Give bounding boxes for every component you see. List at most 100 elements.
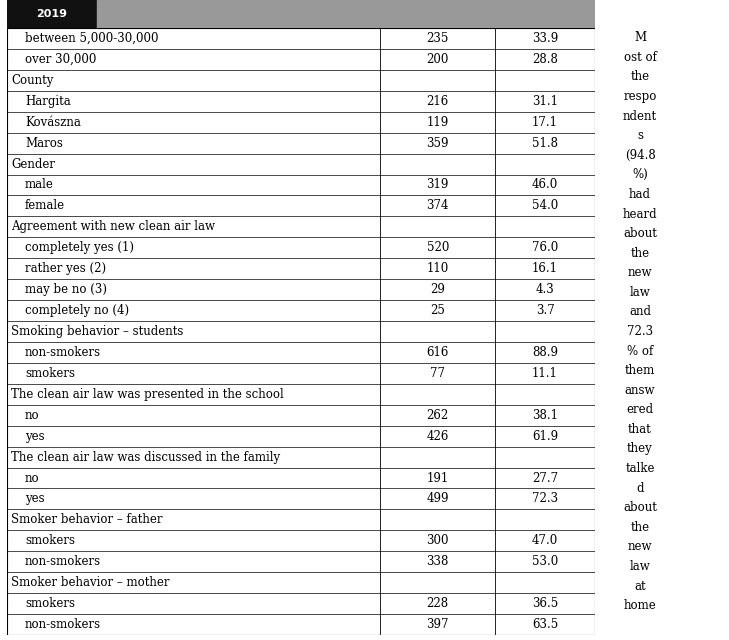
Text: 17.1: 17.1: [532, 116, 558, 129]
Text: the: the: [631, 521, 650, 534]
Text: 27.7: 27.7: [532, 472, 558, 484]
Text: 426: 426: [426, 429, 449, 443]
Text: 319: 319: [426, 179, 449, 191]
Text: 72.3: 72.3: [627, 325, 653, 338]
Text: over 30,000: over 30,000: [25, 53, 96, 66]
Text: County: County: [11, 74, 53, 87]
Text: Smoking behavior – students: Smoking behavior – students: [11, 325, 184, 338]
Text: 616: 616: [426, 346, 449, 359]
Text: they: they: [627, 442, 653, 456]
Text: new: new: [628, 266, 652, 279]
Text: law: law: [630, 560, 650, 573]
Text: Hargita: Hargita: [25, 95, 71, 108]
Bar: [97, 0, 595, 28]
Text: 374: 374: [426, 200, 449, 212]
Text: the: the: [631, 70, 650, 83]
Text: 200: 200: [426, 53, 449, 66]
Text: 63.5: 63.5: [532, 618, 558, 631]
Text: non-smokers: non-smokers: [25, 556, 101, 568]
Text: law: law: [630, 286, 650, 299]
Text: 33.9: 33.9: [532, 32, 558, 45]
Text: smokers: smokers: [25, 597, 75, 610]
Text: 46.0: 46.0: [532, 179, 558, 191]
Text: s: s: [637, 129, 643, 142]
Text: % of: % of: [627, 344, 653, 358]
Text: Agreement with new clean air law: Agreement with new clean air law: [11, 220, 215, 234]
Text: Smoker behavior – father: Smoker behavior – father: [11, 513, 163, 526]
Text: 25: 25: [430, 304, 445, 317]
Text: smokers: smokers: [25, 534, 75, 547]
Text: that: that: [628, 423, 652, 436]
Text: Gender: Gender: [11, 157, 55, 170]
Text: Maros: Maros: [25, 136, 63, 150]
Text: 54.0: 54.0: [532, 200, 558, 212]
Text: Kovászna: Kovászna: [25, 116, 81, 129]
Text: had: had: [629, 188, 651, 201]
Text: about: about: [623, 227, 657, 240]
Text: about: about: [623, 501, 657, 514]
Text: 38.1: 38.1: [532, 409, 558, 422]
Text: yes: yes: [25, 492, 44, 506]
Text: 119: 119: [426, 116, 449, 129]
Text: 47.0: 47.0: [532, 534, 558, 547]
Text: ndent: ndent: [623, 109, 657, 123]
Text: d: d: [636, 482, 644, 495]
Text: 28.8: 28.8: [532, 53, 558, 66]
Text: 31.1: 31.1: [532, 95, 558, 108]
Text: home: home: [623, 599, 656, 612]
Text: no: no: [25, 472, 39, 484]
Text: 4.3: 4.3: [536, 283, 554, 296]
Text: non-smokers: non-smokers: [25, 346, 101, 359]
Text: 338: 338: [426, 556, 449, 568]
Text: 88.9: 88.9: [532, 346, 558, 359]
Text: no: no: [25, 409, 39, 422]
Text: male: male: [25, 179, 54, 191]
Text: 2019: 2019: [36, 9, 68, 19]
Text: 397: 397: [426, 618, 449, 631]
Text: may be no (3): may be no (3): [25, 283, 107, 296]
Text: 51.8: 51.8: [532, 136, 558, 150]
Text: respo: respo: [623, 90, 657, 103]
Text: completely no (4): completely no (4): [25, 304, 129, 317]
Text: M: M: [634, 31, 646, 44]
Text: non-smokers: non-smokers: [25, 618, 101, 631]
Text: The clean air law was presented in the school: The clean air law was presented in the s…: [11, 388, 284, 401]
Text: Smoker behavior – mother: Smoker behavior – mother: [11, 576, 170, 589]
Text: completely yes (1): completely yes (1): [25, 241, 134, 254]
Text: 216: 216: [426, 95, 449, 108]
Text: 110: 110: [426, 262, 449, 275]
Text: 72.3: 72.3: [532, 492, 558, 506]
Text: female: female: [25, 200, 65, 212]
Text: them: them: [625, 364, 655, 377]
Text: 11.1: 11.1: [532, 367, 558, 380]
Text: the: the: [631, 246, 650, 260]
Text: 3.7: 3.7: [536, 304, 554, 317]
Text: yes: yes: [25, 429, 44, 443]
Text: and: and: [629, 305, 651, 319]
Text: 61.9: 61.9: [532, 429, 558, 443]
Text: %): %): [632, 168, 648, 181]
Text: new: new: [628, 540, 652, 554]
Text: ered: ered: [626, 403, 654, 417]
Text: 520: 520: [426, 241, 449, 254]
Text: 235: 235: [426, 32, 449, 45]
Text: 16.1: 16.1: [532, 262, 558, 275]
Text: ost of: ost of: [623, 51, 656, 64]
Text: 36.5: 36.5: [532, 597, 558, 610]
Text: at: at: [634, 580, 646, 593]
Text: 228: 228: [426, 597, 449, 610]
Text: 53.0: 53.0: [532, 556, 558, 568]
Text: heard: heard: [623, 207, 658, 221]
Text: The clean air law was discussed in the family: The clean air law was discussed in the f…: [11, 451, 280, 463]
Text: rather yes (2): rather yes (2): [25, 262, 106, 275]
Text: between 5,000-30,000: between 5,000-30,000: [25, 32, 158, 45]
Bar: [7, 0, 97, 28]
Text: 300: 300: [426, 534, 449, 547]
Text: 76.0: 76.0: [532, 241, 558, 254]
Text: answ: answ: [625, 384, 655, 397]
Text: 29: 29: [430, 283, 445, 296]
Text: smokers: smokers: [25, 367, 75, 380]
Text: 499: 499: [426, 492, 449, 506]
Text: 77: 77: [430, 367, 445, 380]
Text: talke: talke: [625, 462, 655, 475]
